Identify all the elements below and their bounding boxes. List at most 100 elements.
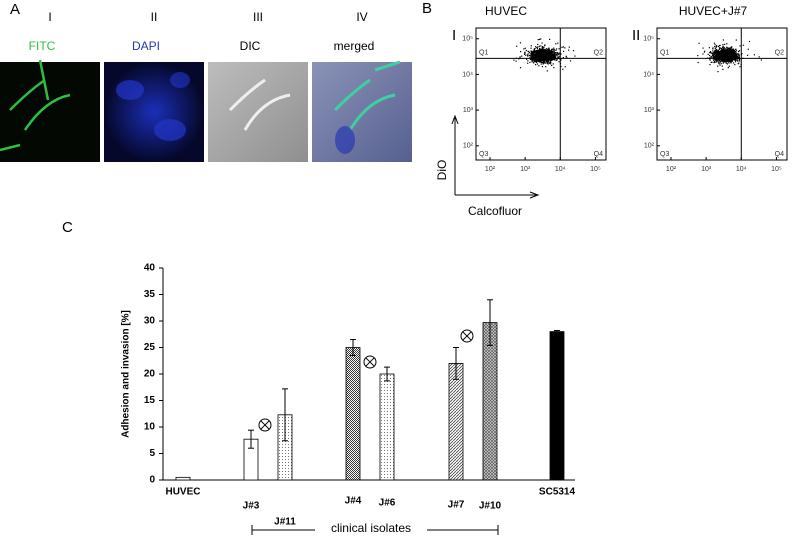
dot: [546, 56, 548, 59]
dot: [539, 38, 541, 40]
dot: [549, 59, 551, 61]
dot: [717, 71, 719, 73]
dot: [542, 60, 544, 62]
dot: [527, 50, 529, 52]
dot: [726, 60, 729, 62]
dot: [712, 56, 714, 58]
dot: [574, 55, 576, 57]
stain-label: DAPI: [132, 39, 160, 53]
dot: [554, 54, 557, 56]
dot: [721, 65, 723, 67]
dot: [729, 49, 731, 51]
dot: [727, 47, 729, 49]
dot: [541, 42, 543, 44]
dot: [737, 55, 739, 58]
dot: [733, 62, 735, 64]
dot: [718, 62, 720, 64]
quadrant-label: Q3: [660, 151, 669, 158]
dot: [558, 52, 560, 54]
dot: [739, 60, 741, 62]
dot: [540, 38, 542, 40]
dot: [715, 59, 717, 62]
dot: [532, 55, 534, 57]
x-tick-label: J#6: [379, 498, 396, 509]
dot: [731, 60, 733, 62]
dot: [536, 58, 538, 60]
dot: [531, 52, 533, 54]
dot: [562, 68, 564, 70]
dot: [712, 55, 714, 57]
dot: [726, 58, 728, 60]
dot: [544, 53, 546, 55]
dot: [715, 55, 717, 57]
panel-label: C: [62, 219, 73, 236]
dot: [558, 53, 560, 55]
dot: [713, 42, 716, 44]
dot: [560, 53, 562, 55]
dot: [538, 59, 540, 61]
dot: [562, 57, 564, 59]
dot: [713, 51, 715, 54]
y-tick-label: 20: [144, 369, 156, 380]
dot: [531, 60, 534, 62]
dot: [550, 63, 552, 65]
dot: [536, 52, 538, 54]
dot: [737, 60, 739, 62]
dot: [738, 62, 740, 64]
dot: [725, 60, 727, 62]
dot: [717, 61, 719, 63]
dot: [547, 53, 550, 55]
dot: [542, 49, 544, 51]
y-tick-label: 5: [149, 448, 155, 459]
y-axis-label: DiO: [435, 160, 449, 181]
y-tick-label: 10⁵: [462, 36, 473, 43]
dot: [541, 49, 543, 51]
plot-numeral: II: [632, 27, 640, 44]
dot: [556, 48, 558, 50]
dot: [721, 51, 723, 53]
dot: [723, 46, 725, 48]
dot: [519, 42, 522, 44]
dot: [547, 52, 549, 54]
dot: [533, 51, 535, 53]
dot: [532, 52, 534, 54]
dot: [710, 61, 712, 63]
dot: [735, 57, 737, 59]
dot: [712, 48, 714, 50]
dot: [719, 60, 721, 62]
dot: [553, 58, 555, 60]
dot: [716, 55, 718, 57]
plot-frame: [656, 27, 788, 161]
dot: [543, 56, 545, 58]
dot: [551, 55, 553, 58]
dot: [723, 50, 725, 52]
dot: [729, 52, 732, 54]
dot: [555, 59, 557, 61]
dot: [519, 56, 521, 58]
dot: [720, 57, 722, 59]
dot: [545, 54, 547, 56]
dot: [547, 48, 549, 50]
dot: [739, 66, 741, 68]
dot: [531, 61, 533, 63]
dot: [538, 56, 540, 58]
dot: [730, 53, 732, 55]
dot: [716, 58, 718, 60]
dot: [544, 53, 546, 55]
dot: [538, 54, 540, 56]
dot: [537, 43, 539, 46]
dot: [572, 50, 575, 52]
dot: [716, 45, 718, 48]
dot: [544, 60, 546, 62]
dot: [546, 70, 548, 72]
dot: [714, 50, 716, 52]
dot: [717, 65, 719, 67]
dot: [546, 53, 548, 55]
annotation: clinical isolates: [331, 521, 411, 535]
dot: [733, 53, 735, 55]
dot: [739, 45, 741, 47]
dot: [722, 50, 725, 52]
dot: [539, 60, 541, 62]
dot: [535, 56, 538, 58]
bar: [175, 476, 191, 481]
